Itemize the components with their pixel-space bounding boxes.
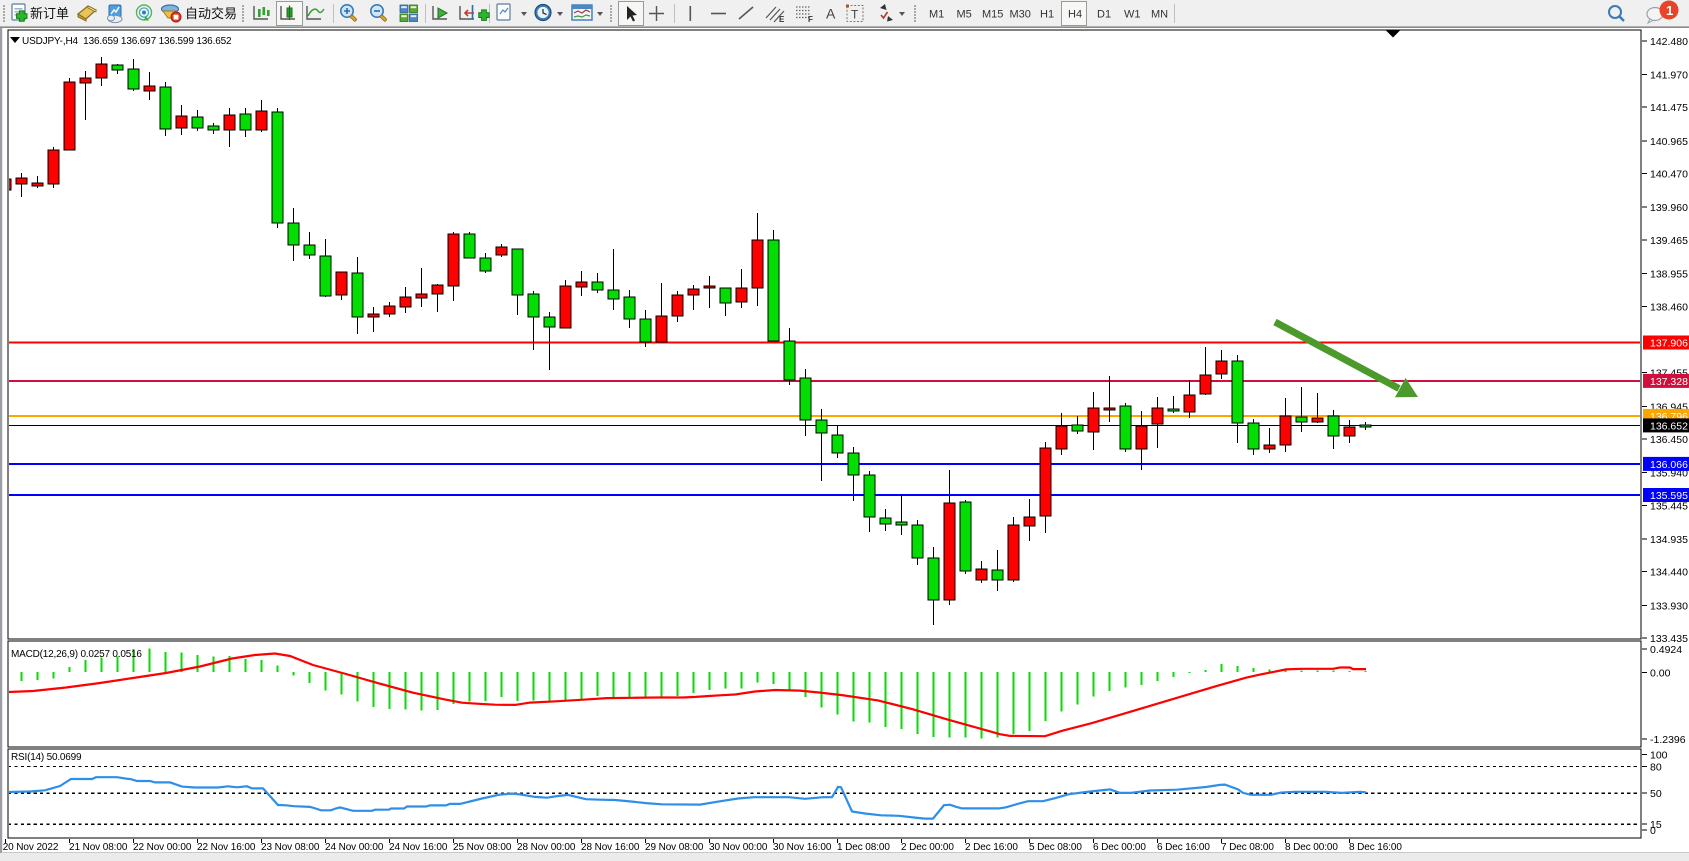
svg-text:F: F [808, 15, 813, 24]
svg-text:29 Nov 08:00: 29 Nov 08:00 [645, 842, 704, 853]
svg-text:新订单: 新订单 [30, 6, 69, 21]
svg-text:22 Nov 00:00: 22 Nov 00:00 [133, 842, 192, 853]
svg-text:141.475: 141.475 [1650, 102, 1688, 114]
svg-text:MN: MN [1151, 9, 1168, 21]
svg-text:21 Nov 08:00: 21 Nov 08:00 [69, 842, 128, 853]
svg-text:133.435: 133.435 [1650, 633, 1688, 645]
svg-text:140.965: 140.965 [1650, 136, 1688, 148]
svg-text:USDJPY-,H4 136.659 136.697 13: USDJPY-,H4 136.659 136.697 136.599 136.6… [22, 36, 232, 47]
svg-text:30 Nov 16:00: 30 Nov 16:00 [773, 842, 832, 853]
svg-text:80: 80 [1650, 761, 1662, 773]
svg-text:137.328: 137.328 [1650, 376, 1688, 388]
svg-text:134.440: 134.440 [1650, 567, 1688, 579]
svg-text:2 Dec 00:00: 2 Dec 00:00 [901, 842, 954, 853]
svg-text:8 Dec 16:00: 8 Dec 16:00 [1349, 842, 1402, 853]
svg-text:50: 50 [1650, 788, 1662, 800]
svg-text:139.465: 139.465 [1650, 235, 1688, 247]
svg-text:5 Dec 08:00: 5 Dec 08:00 [1029, 842, 1082, 853]
svg-text:141.970: 141.970 [1650, 70, 1688, 82]
svg-text:-1.2396: -1.2396 [1650, 734, 1686, 746]
svg-text:MACD(12,26,9) 0.0257 0.0516: MACD(12,26,9) 0.0257 0.0516 [11, 649, 142, 660]
svg-text:138.955: 138.955 [1650, 269, 1688, 281]
svg-text:20 Nov 2022: 20 Nov 2022 [3, 842, 59, 853]
svg-text:136.652: 136.652 [1650, 420, 1688, 432]
svg-text:139.960: 139.960 [1650, 202, 1688, 214]
svg-text:15: 15 [1650, 819, 1662, 831]
svg-text:自动交易: 自动交易 [185, 6, 237, 21]
svg-text:D1: D1 [1097, 9, 1111, 21]
svg-text:100: 100 [1650, 749, 1668, 761]
svg-text:135.595: 135.595 [1650, 490, 1688, 502]
svg-text:140.470: 140.470 [1650, 169, 1688, 181]
svg-text:A: A [826, 6, 836, 22]
svg-text:142.480: 142.480 [1650, 36, 1688, 48]
svg-text:E: E [779, 15, 785, 24]
svg-text:0.00: 0.00 [1650, 667, 1671, 679]
svg-text:1 Dec 08:00: 1 Dec 08:00 [837, 842, 890, 853]
svg-text:28 Nov 16:00: 28 Nov 16:00 [581, 842, 640, 853]
svg-text:T: T [851, 8, 859, 22]
svg-text:M15: M15 [982, 9, 1003, 21]
svg-text:136.450: 136.450 [1650, 434, 1688, 446]
svg-text:M1: M1 [929, 9, 944, 21]
svg-text:22 Nov 16:00: 22 Nov 16:00 [197, 842, 256, 853]
svg-text:H4: H4 [1068, 9, 1082, 21]
svg-text:M5: M5 [957, 9, 972, 21]
svg-text:24 Nov 00:00: 24 Nov 00:00 [325, 842, 384, 853]
svg-text:135.445: 135.445 [1650, 500, 1688, 512]
svg-text:30 Nov 00:00: 30 Nov 00:00 [709, 842, 768, 853]
svg-text:7 Dec 08:00: 7 Dec 08:00 [1221, 842, 1274, 853]
svg-text:0.4924: 0.4924 [1650, 644, 1682, 656]
svg-text:134.935: 134.935 [1650, 534, 1688, 546]
svg-text:M30: M30 [1010, 9, 1031, 21]
svg-text:2 Dec 16:00: 2 Dec 16:00 [965, 842, 1018, 853]
svg-text:W1: W1 [1124, 9, 1141, 21]
svg-text:28 Nov 00:00: 28 Nov 00:00 [517, 842, 576, 853]
svg-text:1: 1 [1666, 3, 1673, 18]
svg-text:136.066: 136.066 [1650, 459, 1688, 471]
svg-text:8 Dec 00:00: 8 Dec 00:00 [1285, 842, 1338, 853]
svg-text:23 Nov 08:00: 23 Nov 08:00 [261, 842, 320, 853]
svg-text:133.930: 133.930 [1650, 600, 1688, 612]
svg-text:H1: H1 [1040, 9, 1054, 21]
svg-text:138.460: 138.460 [1650, 301, 1688, 313]
svg-text:25 Nov 08:00: 25 Nov 08:00 [453, 842, 512, 853]
svg-text:0: 0 [1650, 825, 1656, 837]
svg-text:24 Nov 16:00: 24 Nov 16:00 [389, 842, 448, 853]
svg-text:6 Dec 00:00: 6 Dec 00:00 [1093, 842, 1146, 853]
svg-text:6 Dec 16:00: 6 Dec 16:00 [1157, 842, 1210, 853]
svg-text:RSI(14) 50.0699: RSI(14) 50.0699 [11, 752, 82, 763]
svg-text:137.906: 137.906 [1650, 338, 1688, 350]
